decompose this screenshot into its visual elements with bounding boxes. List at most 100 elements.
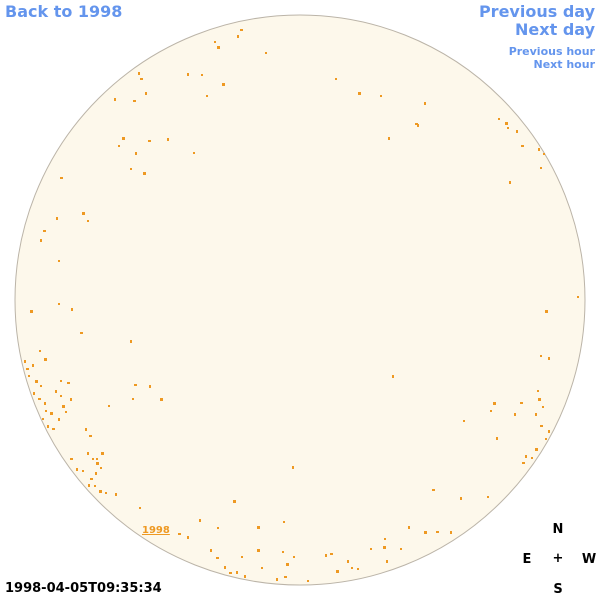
- active-region-mark: [92, 458, 94, 460]
- active-region-mark: [244, 575, 246, 578]
- active-region-mark: [335, 78, 337, 80]
- active-region-mark: [193, 152, 195, 154]
- active-region-mark: [201, 74, 203, 76]
- active-region-mark: [284, 576, 287, 578]
- active-region-mark: [388, 137, 390, 140]
- active-region-mark: [47, 425, 49, 428]
- active-region-mark: [108, 405, 110, 407]
- year-link-label[interactable]: 1998: [142, 525, 170, 536]
- active-region-mark: [380, 95, 382, 97]
- active-region-mark: [276, 578, 278, 581]
- active-region-mark: [100, 467, 102, 469]
- active-region-mark: [336, 570, 339, 573]
- active-region-mark: [187, 73, 189, 76]
- active-region-mark: [33, 392, 35, 395]
- active-region-mark: [543, 153, 545, 155]
- active-region-mark: [85, 428, 87, 431]
- active-region-mark: [167, 138, 169, 141]
- active-region-mark: [237, 35, 239, 38]
- active-region-mark: [58, 418, 60, 421]
- active-region-mark: [87, 220, 89, 222]
- active-region-mark: [520, 402, 523, 404]
- active-region-mark: [292, 466, 294, 469]
- active-region-mark: [134, 384, 137, 386]
- active-region-mark: [514, 413, 516, 416]
- active-region-mark: [538, 148, 540, 151]
- active-region-mark: [32, 364, 34, 367]
- active-region-mark: [505, 122, 508, 125]
- active-region-mark: [80, 332, 83, 334]
- active-region-mark: [521, 145, 524, 147]
- active-region-mark: [67, 382, 70, 384]
- active-region-mark: [40, 239, 42, 242]
- observation-timestamp: 1998-04-05T09:35:34: [5, 581, 162, 596]
- active-region-mark: [214, 41, 216, 43]
- active-region-mark: [96, 462, 99, 465]
- active-region-mark: [386, 560, 388, 563]
- active-region-mark: [58, 303, 60, 305]
- active-region-mark: [286, 563, 289, 566]
- active-region-mark: [130, 168, 132, 170]
- compass-south: S: [553, 582, 563, 597]
- active-region-mark: [138, 72, 140, 75]
- active-region-mark: [282, 551, 284, 553]
- active-region-mark: [99, 490, 102, 493]
- active-region-mark: [178, 533, 181, 535]
- compass-center: +: [552, 551, 564, 566]
- active-region-mark: [148, 140, 151, 142]
- active-region-mark: [94, 485, 96, 487]
- active-region-mark: [143, 172, 146, 175]
- previous-hour-link[interactable]: Previous hour: [508, 45, 595, 58]
- active-region-mark: [88, 484, 90, 487]
- active-region-mark: [357, 568, 359, 570]
- active-region-mark: [408, 526, 410, 529]
- active-region-mark: [140, 78, 143, 80]
- active-region-mark: [460, 497, 462, 500]
- active-region-mark: [265, 52, 267, 54]
- active-region-mark: [548, 357, 550, 360]
- active-region-mark: [417, 124, 419, 127]
- active-region-mark: [135, 152, 137, 155]
- active-region-mark: [509, 181, 511, 184]
- active-region-mark: [76, 468, 78, 471]
- active-region-mark: [392, 375, 394, 378]
- active-region-mark: [450, 531, 452, 534]
- active-region-mark: [60, 177, 63, 179]
- active-region-mark: [42, 418, 44, 420]
- back-to-year-link[interactable]: Back to 1998: [5, 2, 123, 21]
- active-region-mark: [293, 556, 295, 558]
- active-region-mark: [540, 167, 542, 169]
- active-region-mark: [96, 458, 98, 460]
- active-region-mark: [24, 360, 26, 363]
- active-region-mark: [160, 398, 163, 401]
- active-region-mark: [525, 455, 527, 458]
- year-link[interactable]: 1998: [142, 525, 170, 536]
- active-region-mark: [507, 127, 509, 129]
- active-region-mark: [30, 310, 33, 313]
- active-region-mark: [50, 412, 53, 415]
- active-region-mark: [347, 560, 349, 563]
- active-region-mark: [542, 406, 544, 408]
- active-region-mark: [149, 385, 151, 388]
- active-region-mark: [28, 375, 30, 377]
- next-hour-link[interactable]: Next hour: [533, 58, 596, 71]
- active-region-mark: [330, 553, 333, 555]
- active-region-mark: [537, 390, 539, 392]
- active-region-mark: [498, 118, 500, 120]
- active-region-mark: [531, 457, 533, 459]
- active-region-mark: [545, 310, 548, 313]
- active-region-mark: [38, 398, 41, 400]
- active-region-mark: [62, 405, 65, 408]
- active-region-mark: [130, 340, 132, 343]
- active-region-mark: [241, 556, 243, 558]
- active-region-mark: [105, 492, 107, 494]
- active-region-mark: [39, 350, 41, 352]
- next-day-link[interactable]: Next day: [515, 20, 595, 39]
- active-region-mark: [199, 519, 201, 522]
- previous-day-link[interactable]: Previous day: [478, 2, 595, 21]
- active-region-mark: [122, 137, 125, 140]
- active-region-mark: [538, 398, 541, 401]
- active-region-mark: [139, 507, 141, 509]
- active-region-mark: [516, 130, 518, 133]
